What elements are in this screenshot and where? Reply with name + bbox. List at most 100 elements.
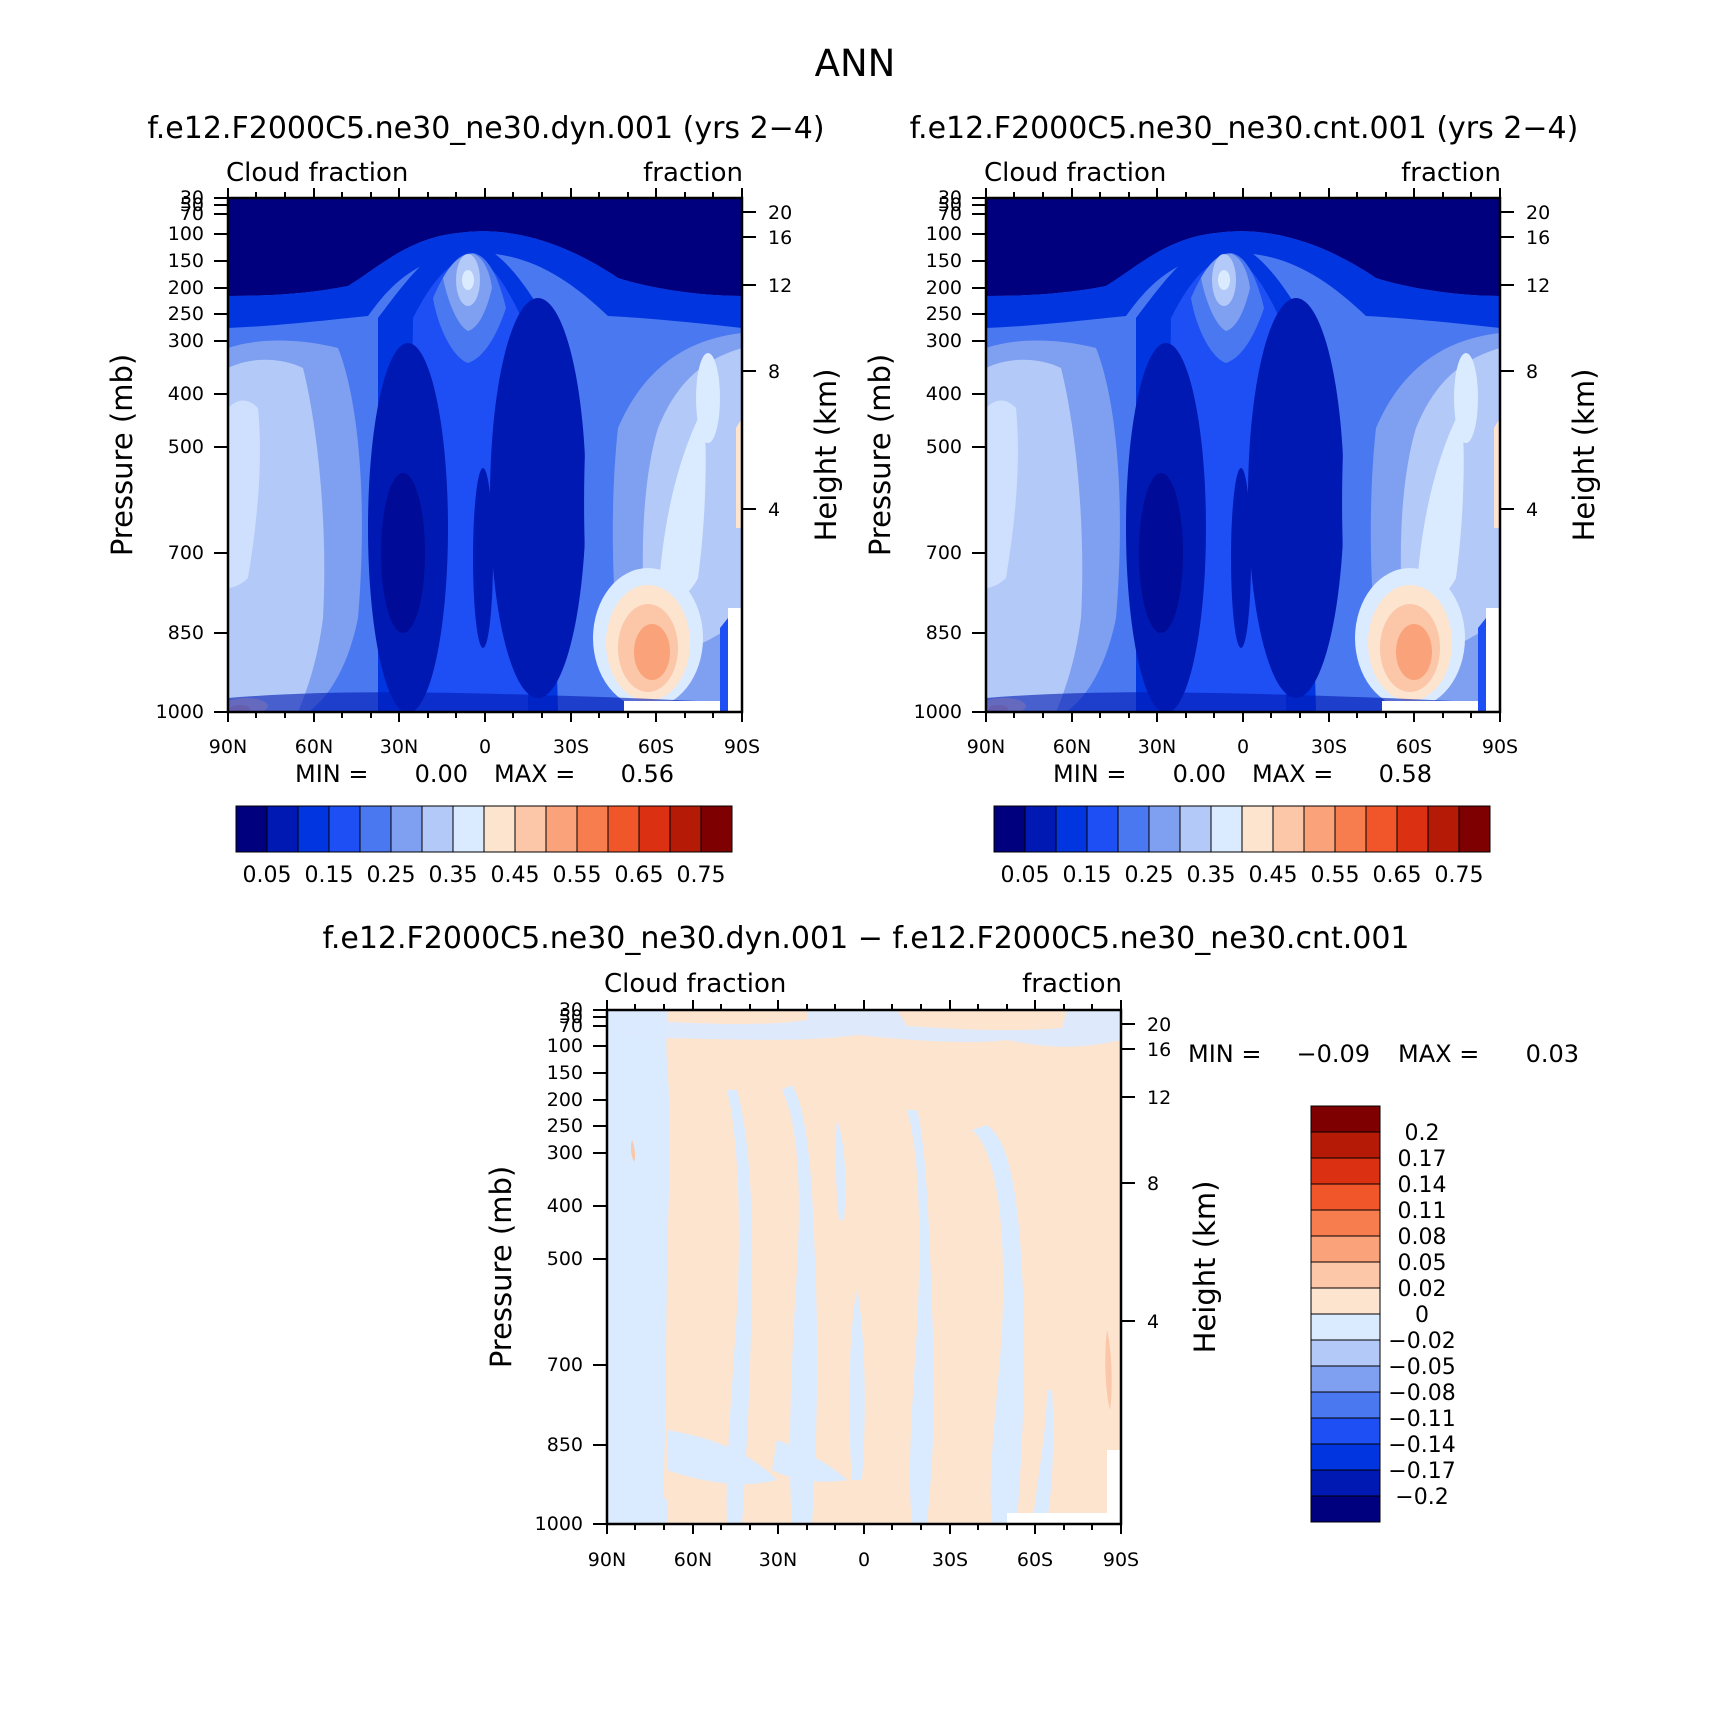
- x-tick-label: 60S: [1396, 736, 1432, 758]
- colorbar-label: 0.45: [1249, 863, 1298, 888]
- colorbar-label: −0.11: [1388, 1407, 1455, 1432]
- colorbar-label: 0.65: [615, 863, 664, 888]
- y-tick-label: 300: [547, 1142, 583, 1164]
- colorbar-label: 0.75: [1435, 863, 1484, 888]
- y-tick-label: 50: [180, 194, 204, 216]
- y-right-tick-label: 8: [1147, 1173, 1159, 1195]
- colorbar-label: 0.65: [1373, 863, 1422, 888]
- y-tick-label: 250: [168, 303, 204, 325]
- x-tick-label: 90S: [1103, 1549, 1139, 1571]
- colorbar-label: 0.55: [1311, 863, 1360, 888]
- min-value: 0.00: [1173, 760, 1226, 788]
- x-ticks: [985, 188, 1501, 722]
- colorbar-box: [514, 805, 547, 853]
- colorbar-box: [328, 805, 361, 853]
- colorbar-box: [1310, 1131, 1381, 1159]
- y-tick-label: 400: [926, 383, 962, 405]
- y-tick-label: 700: [547, 1354, 583, 1376]
- min-value: 0.00: [415, 760, 468, 788]
- colorbar-box: [359, 805, 392, 853]
- y-tick-label: 400: [168, 383, 204, 405]
- y-right-axis-label: Height (km): [1188, 1181, 1222, 1354]
- y-right-tick-label: 4: [1147, 1311, 1159, 1333]
- x-tick-label: 60S: [1017, 1549, 1053, 1571]
- y-tick-label: 150: [926, 250, 962, 272]
- colorbar-label: 0.45: [491, 863, 540, 888]
- colorbar-label: 0.35: [1187, 863, 1236, 888]
- colorbar-box: [576, 805, 609, 853]
- panel-dyn: f.e12.F2000C5.ne30_ne30.dyn.001 (yrs 2−4…: [105, 111, 843, 888]
- colorbar-box: [1055, 805, 1088, 853]
- x-tick-label: 30N: [380, 736, 418, 758]
- y-tick-label: 100: [168, 223, 204, 245]
- colorbar-box: [638, 805, 671, 853]
- colorbar-box: [390, 805, 423, 853]
- colorbar-label: 0.55: [553, 863, 602, 888]
- colorbar-label: 0.11: [1398, 1199, 1447, 1224]
- y-right-axis-label: Height (km): [809, 369, 843, 542]
- max-value: 0.56: [621, 760, 674, 788]
- colorbar-label: −0.02: [1388, 1329, 1455, 1354]
- colorbar-box: [700, 805, 733, 853]
- colorbar-label: 0.17: [1398, 1147, 1447, 1172]
- colorbar-box: [235, 805, 268, 853]
- colorbar-box: [1024, 805, 1057, 853]
- max-label: MAX =: [1398, 1040, 1479, 1068]
- y-right-tick-label: 4: [1526, 499, 1538, 521]
- colorbar-label: −0.17: [1388, 1459, 1455, 1484]
- colorbar-label: 0.15: [305, 863, 354, 888]
- y-right-tick-label: 20: [1147, 1014, 1171, 1036]
- right-string: fraction: [643, 158, 743, 188]
- y-tick-label: 700: [926, 542, 962, 564]
- y-right-tick-label: 12: [1526, 275, 1550, 297]
- y-tick-label: 1000: [914, 701, 962, 723]
- panel-title: f.e12.F2000C5.ne30_ne30.dyn.001 − f.e12.…: [322, 921, 1409, 956]
- colorbar-box: [483, 805, 516, 853]
- y-tick-labels: 30 50 70 100 150 200 250 300 400 500 700…: [914, 187, 962, 723]
- colorbar-box: [1241, 805, 1274, 853]
- max-label: MAX =: [494, 760, 575, 788]
- y-tick-label: 850: [926, 622, 962, 644]
- y-tick-label: 700: [168, 542, 204, 564]
- y-tick-label: 200: [926, 277, 962, 299]
- y-tick-label: 100: [547, 1035, 583, 1057]
- y-tick-label: 250: [926, 303, 962, 325]
- x-tick-label: 30N: [1138, 736, 1176, 758]
- colorbar-box: [1303, 805, 1336, 853]
- y-tick-label: 400: [547, 1195, 583, 1217]
- y-tick-label: 70: [938, 203, 962, 225]
- y-tick-labels: 30 50 70 100 150 200 250 300 400 500 700…: [535, 999, 583, 1535]
- y-ticks: [593, 1009, 607, 1525]
- colorbar-box: [1310, 1417, 1381, 1445]
- colorbar-label: 0.05: [243, 863, 292, 888]
- colorbar-label: 0.15: [1063, 863, 1112, 888]
- y-tick-label: 30: [180, 187, 204, 209]
- x-tick-label: 90N: [209, 736, 247, 758]
- colorbar-label: −0.08: [1388, 1381, 1455, 1406]
- colorbar-box: [452, 805, 485, 853]
- colorbar-boxes: [993, 805, 1491, 853]
- colorbar-box: [1310, 1209, 1381, 1237]
- x-tick-label: 90N: [967, 736, 1005, 758]
- y-tick-label: 850: [168, 622, 204, 644]
- y-ticks: [972, 197, 986, 713]
- y-tick-label: 250: [547, 1115, 583, 1137]
- y-right-tick-label: 8: [768, 361, 780, 383]
- x-tick-label: 90S: [724, 736, 760, 758]
- right-string: fraction: [1022, 969, 1122, 999]
- max-value: 0.03: [1526, 1040, 1579, 1068]
- y-tick-label: 200: [547, 1089, 583, 1111]
- colorbar-label: −0.14: [1388, 1433, 1455, 1458]
- y-tick-label: 50: [559, 1006, 583, 1028]
- y-right-tick-label: 12: [1147, 1087, 1171, 1109]
- y-right-tick-label: 20: [768, 202, 792, 224]
- y-tick-label: 150: [547, 1062, 583, 1084]
- colorbar-box: [1458, 805, 1491, 853]
- colorbar: 0.05 0.15 0.25 0.35 0.45 0.55 0.65 0.75: [993, 805, 1491, 888]
- y-right-tick-label: 12: [768, 275, 792, 297]
- colorbar-box: [1310, 1469, 1381, 1497]
- colorbar-box: [993, 805, 1026, 853]
- colorbar-box: [421, 805, 454, 853]
- y-right-tick-label: 16: [768, 227, 792, 249]
